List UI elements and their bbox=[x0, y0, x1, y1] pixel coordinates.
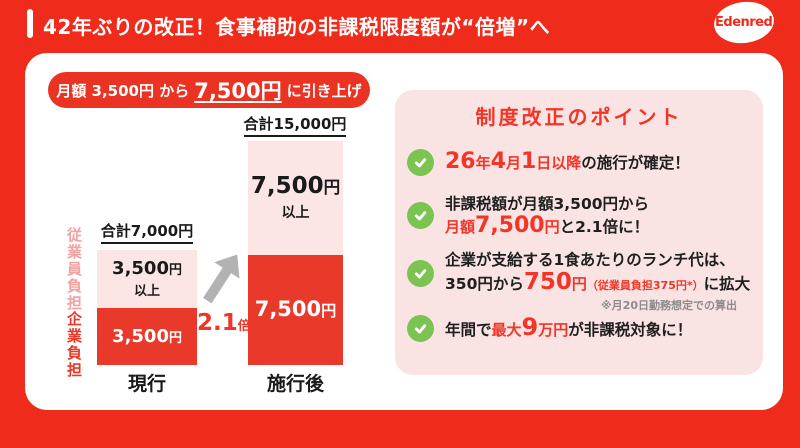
page-title: 42年ぶりの改正！食事補助の非課税限度額が“倍増”へ bbox=[43, 15, 551, 39]
legend-employee-burden: 従業員負担 bbox=[65, 227, 83, 312]
bar-after-company-segment: 7,500円 bbox=[248, 255, 343, 365]
bar-after-employee-value: 7,500円 bbox=[250, 173, 341, 200]
total-label-after: 合計15,000円 bbox=[230, 113, 360, 137]
multiplier-label: 2.1倍 bbox=[197, 310, 251, 336]
bar-current-company-segment: 3,500円 bbox=[97, 308, 197, 365]
point-item-tax-exempt-amount: 非課税額が月額3,500円から 月額7,500円と2.1倍に！ bbox=[407, 193, 649, 238]
bar-after-employee-segment: 7,500円 以上 bbox=[248, 141, 343, 255]
point-item-text: 企業が支給する1食あたりのランチ代は、 350円から750円（従業員負担375円… bbox=[445, 251, 751, 295]
bar-after-employee-suffix: 以上 bbox=[281, 204, 310, 221]
point-item-text: 年間で最大9万円が非課税対象に！ bbox=[445, 313, 693, 341]
bar-current-employee-suffix: 以上 bbox=[133, 284, 160, 300]
check-icon bbox=[407, 149, 434, 176]
edenred-logo-text: Edenred bbox=[715, 15, 773, 31]
bar-current-employee-segment: 3,500円 以上 bbox=[97, 250, 197, 308]
bar-current-employee-value: 3,500円 bbox=[112, 257, 182, 279]
calculation-note: ※月20日勤務想定での算出 bbox=[600, 299, 737, 312]
point-item-text: 26年4月1日以降の施行が確定！ bbox=[445, 149, 690, 174]
headline-banner: 月額 3,500円 から 7,500円 に引き上げ bbox=[48, 72, 370, 108]
edenred-logo: Edenred bbox=[711, 0, 777, 47]
points-panel bbox=[395, 90, 763, 375]
point-item-lunch-subsidy: 企業が支給する1食あたりのランチ代は、 350円から750円（従業員負担375円… bbox=[407, 249, 750, 297]
x-label-after: 施行後 bbox=[266, 373, 324, 395]
points-panel-title: 制度改正のポイント bbox=[475, 105, 683, 129]
legend-company-burden: 企業負担 bbox=[65, 311, 83, 379]
check-icon bbox=[407, 315, 434, 342]
banner-highlight: 7,500円 bbox=[194, 79, 282, 103]
point-item-text: 非課税額が月額3,500円から 月額7,500円と2.1倍に！ bbox=[445, 195, 650, 238]
banner-prefix: 月額 3,500円 から bbox=[56, 81, 190, 100]
title-accent-bar bbox=[27, 9, 33, 38]
banner-suffix: に引き上げ bbox=[286, 81, 362, 100]
check-icon bbox=[407, 259, 434, 287]
point-item-annual-maximum: 年間で最大9万円が非課税対象に！ bbox=[407, 315, 692, 342]
bar-after-company-value: 7,500円 bbox=[254, 297, 337, 322]
total-label-current: 合計7,000円 bbox=[87, 220, 207, 244]
check-icon bbox=[407, 202, 434, 229]
bar-current-company-value: 3,500円 bbox=[112, 325, 182, 347]
point-item-effective-date: 26年4月1日以降の施行が確定！ bbox=[407, 149, 690, 176]
increase-arrow-icon bbox=[203, 254, 240, 304]
x-label-current: 現行 bbox=[127, 373, 166, 395]
